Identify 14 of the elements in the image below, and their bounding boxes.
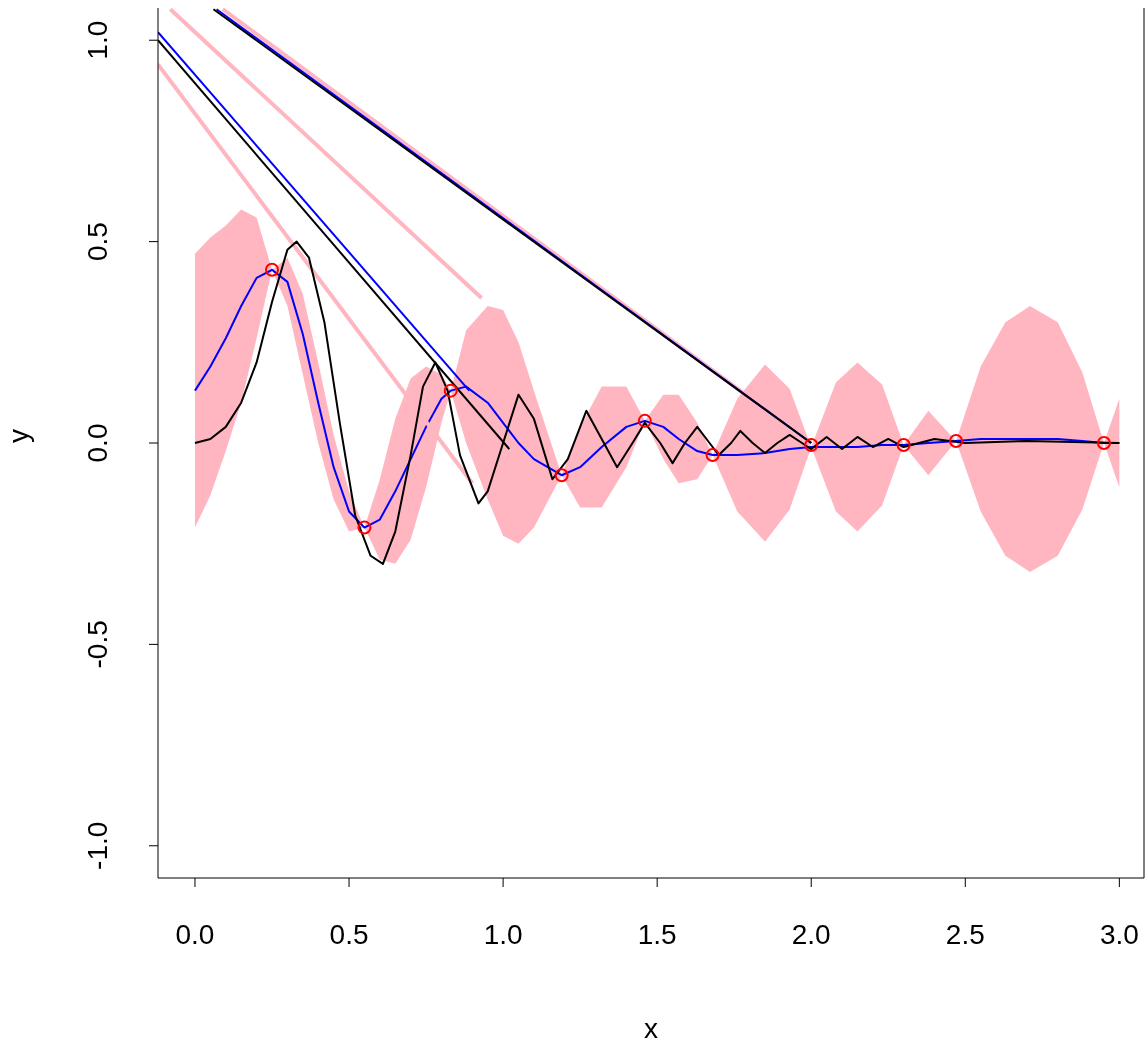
x-tick-label: 1.5 <box>637 919 677 950</box>
y-tick-label: 0.0 <box>82 423 113 463</box>
y-tick-label: 0.5 <box>82 222 113 262</box>
y-tick-label: 1.0 <box>82 20 113 60</box>
x-tick-label: 2.5 <box>945 919 985 950</box>
x-tick-label: 0.0 <box>175 919 215 950</box>
y-tick-label: -0.5 <box>82 620 113 669</box>
x-tick-label: 1.0 <box>483 919 523 950</box>
x-axis-title: x <box>644 1013 658 1044</box>
x-tick-label: 0.5 <box>329 919 369 950</box>
x-tick-label: 3.0 <box>1099 919 1139 950</box>
x-tick-label: 2.0 <box>791 919 831 950</box>
y-axis-title: y <box>2 429 34 443</box>
y-tick-label: -1.0 <box>82 821 113 870</box>
